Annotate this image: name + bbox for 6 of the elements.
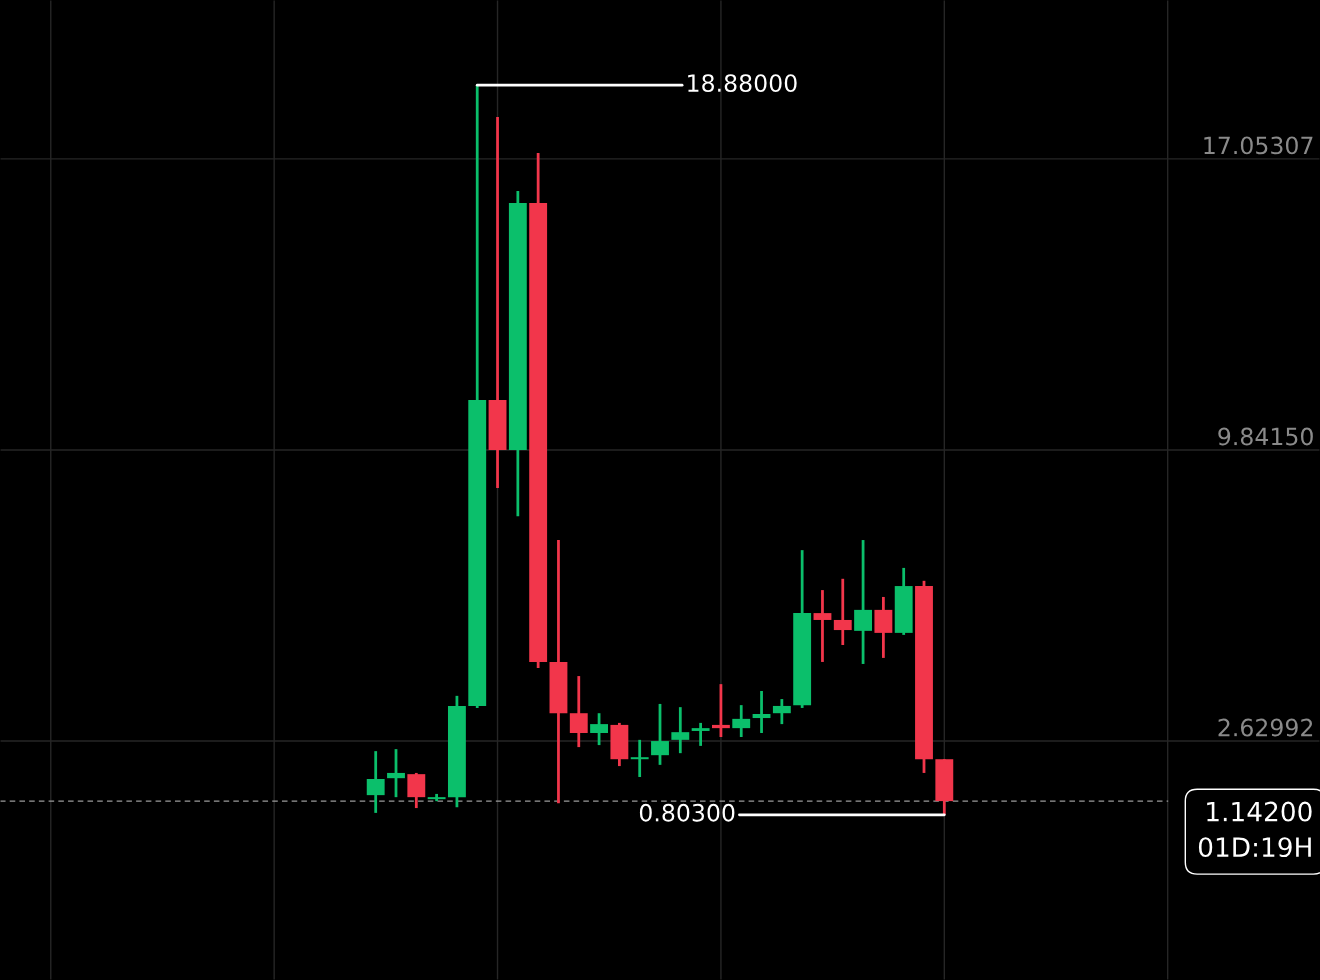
annotation: 0.80300 [639,803,735,822]
y-tick-label: 2.62992 [1218,718,1313,737]
y-tick-label: 17.05307 [1204,136,1313,155]
annotation: 18.88000 [688,74,797,93]
ref-line-label: 1.14200 01D:19H [1198,801,1312,858]
y-tick-label: 9.84150 [1218,427,1313,446]
